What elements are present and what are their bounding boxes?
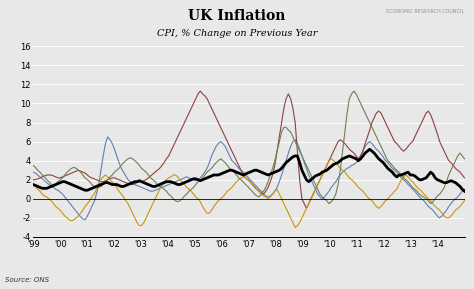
Text: UK Inflation: UK Inflation <box>188 9 286 23</box>
Text: ECONOMIC RESEARCH COUNCIL: ECONOMIC RESEARCH COUNCIL <box>386 9 465 14</box>
Text: CPI, % Change on Previous Year: CPI, % Change on Previous Year <box>157 29 317 38</box>
Text: Source: ONS: Source: ONS <box>5 277 49 283</box>
